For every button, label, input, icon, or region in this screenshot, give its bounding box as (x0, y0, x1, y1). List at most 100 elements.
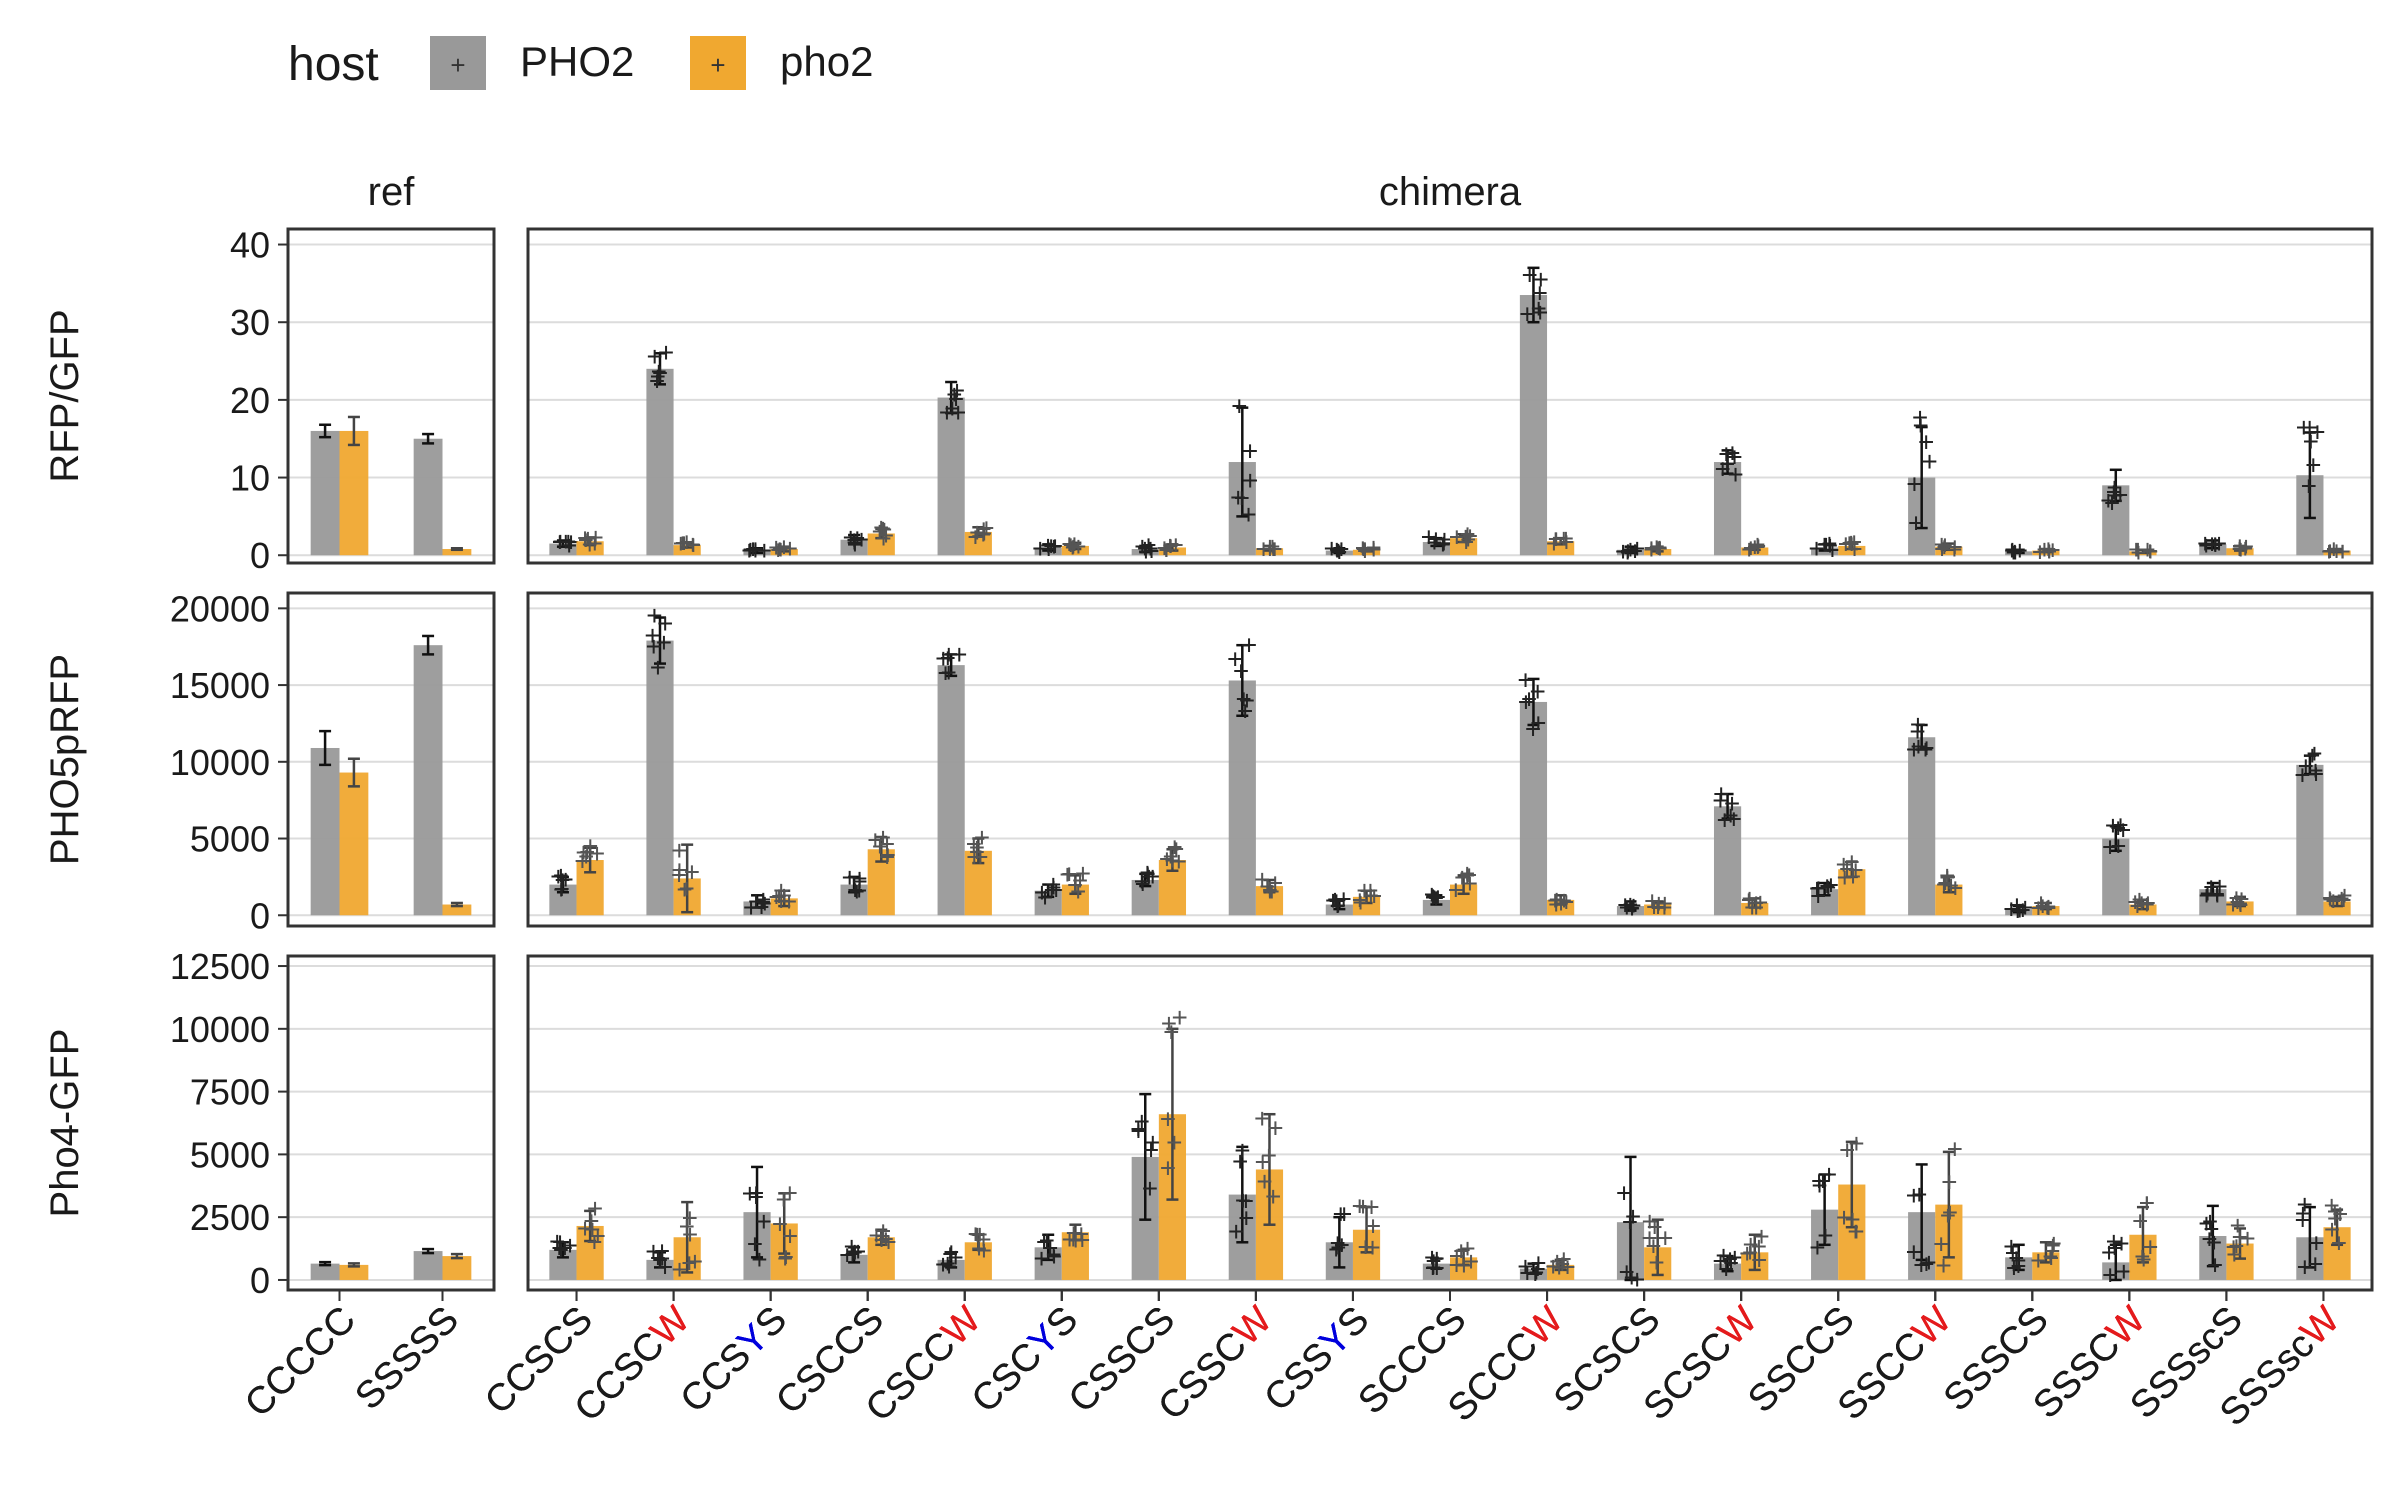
replicate-marker: + (1824, 534, 1840, 565)
replicate-marker: + (2327, 1196, 2343, 1227)
replicate-marker: + (1134, 1106, 1150, 1137)
bar-PHO2 (413, 645, 443, 916)
replicate-marker: + (1242, 435, 1258, 466)
replicate-marker: + (2332, 1199, 2348, 1230)
replicate-marker: + (578, 525, 594, 556)
replicate-marker: + (1554, 1248, 1570, 1279)
bar-pho2 (2323, 901, 2351, 916)
replicate-marker: + (1429, 1253, 1445, 1284)
replicate-marker: + (940, 642, 956, 673)
replicate-marker: + (2301, 471, 2317, 502)
replicate-marker: + (1334, 1230, 1350, 1261)
replicate-marker: + (1235, 684, 1251, 715)
replicate-marker: + (1752, 887, 1768, 918)
replicate-marker: + (671, 835, 687, 866)
replicate-marker: + (650, 361, 666, 392)
replicate-marker: + (2140, 887, 2156, 918)
replicate-marker: + (1820, 872, 1836, 903)
replicate-marker: + (1139, 857, 1155, 888)
replicate-marker: + (1553, 888, 1569, 919)
replicate-marker: + (1460, 524, 1476, 555)
replicate-marker: + (2112, 479, 2128, 510)
replicate-marker: + (2135, 1244, 2151, 1275)
replicate-marker: + (1075, 858, 1091, 889)
replicate-marker: + (2309, 416, 2325, 447)
replicate-marker: + (1947, 1134, 1963, 1165)
replicate-marker: + (1528, 1257, 1544, 1288)
replicate-marker: + (1937, 530, 1953, 561)
replicate-marker: + (1357, 536, 1373, 567)
replicate-marker: + (1548, 523, 1564, 554)
replicate-marker: + (1939, 862, 1955, 893)
legend-title: host (288, 38, 379, 91)
replicate-marker: + (941, 639, 957, 670)
replicate-marker: + (782, 1178, 798, 1209)
replicate-marker: + (2003, 893, 2019, 924)
replicate-marker: + (975, 514, 991, 545)
replicate-marker: + (1739, 1238, 1755, 1269)
replicate-marker: + (847, 1237, 863, 1268)
replicate-marker: + (1629, 1264, 1645, 1295)
bar-pho2 (1547, 541, 1575, 556)
replicate-marker: + (1453, 1236, 1469, 1267)
x-tick-label-part: SSSSS (348, 1299, 467, 1418)
y-axis-label: Pho4-GFP (43, 1029, 87, 1218)
replicate-marker: + (1046, 531, 1062, 562)
bar-pho2 (1741, 902, 1769, 916)
replicate-marker: + (939, 397, 955, 428)
replicate-marker: + (847, 529, 863, 560)
replicate-marker: + (1844, 529, 1860, 560)
replicate-marker: + (1070, 531, 1086, 562)
replicate-marker: + (1130, 1116, 1146, 1147)
replicate-marker: + (557, 1233, 573, 1264)
replicate-marker: + (2041, 536, 2057, 567)
replicate-marker: + (1918, 733, 1934, 764)
replicate-marker: + (1461, 859, 1477, 890)
replicate-marker: + (776, 531, 792, 562)
replicate-marker: + (1068, 1225, 1084, 1256)
replicate-marker: + (873, 512, 889, 543)
replicate-marker: + (1143, 1134, 1159, 1165)
replicate-marker: + (1449, 522, 1465, 553)
replicate-marker: + (553, 860, 569, 891)
replicate-marker: + (684, 857, 700, 888)
replicate-marker: + (2110, 813, 2126, 844)
replicate-marker: + (2297, 1252, 2313, 1283)
replicate-marker: + (1448, 1249, 1464, 1280)
replicate-marker: + (741, 535, 757, 566)
replicate-marker: + (2296, 1189, 2312, 1220)
replicate-marker: + (1421, 522, 1437, 553)
replicate-marker: + (1837, 862, 1853, 893)
replicate-marker: + (942, 1239, 958, 1270)
replicate-marker: + (2209, 880, 2225, 911)
replicate-marker: + (1749, 529, 1765, 560)
replicate-marker: + (1425, 1252, 1441, 1283)
replicate-marker: + (1070, 876, 1086, 907)
replicate-marker: + (671, 854, 687, 885)
replicate-marker: + (574, 846, 590, 877)
replicate-marker: + (1351, 1191, 1367, 1222)
replicate-marker: + (1142, 1173, 1158, 1204)
replicate-marker: + (843, 1231, 859, 1262)
replicate-marker: + (654, 1236, 670, 1267)
replicate-marker: + (1262, 531, 1278, 562)
replicate-marker: + (1546, 528, 1562, 559)
replicate-marker: + (1558, 523, 1574, 554)
replicate-marker: + (1234, 1135, 1250, 1166)
replicate-marker: + (849, 522, 865, 553)
x-tick-label: CSCYS (964, 1299, 1086, 1421)
replicate-marker: + (2228, 1231, 2244, 1262)
replicate-marker: + (2232, 531, 2248, 562)
replicate-marker: + (1330, 535, 1346, 566)
bar-PHO2 (646, 1259, 674, 1280)
replicate-marker: + (2139, 1188, 2155, 1219)
replicate-marker: + (2228, 883, 2244, 914)
replicate-marker: + (1045, 869, 1061, 900)
replicate-marker: + (1040, 533, 1056, 564)
replicate-marker: + (1625, 1201, 1641, 1232)
replicate-marker: + (1336, 1199, 1352, 1230)
replicate-marker: + (1064, 532, 1080, 563)
replicate-marker: + (1819, 871, 1835, 902)
replicate-marker: + (682, 1219, 698, 1250)
replicate-marker: + (1333, 533, 1349, 564)
